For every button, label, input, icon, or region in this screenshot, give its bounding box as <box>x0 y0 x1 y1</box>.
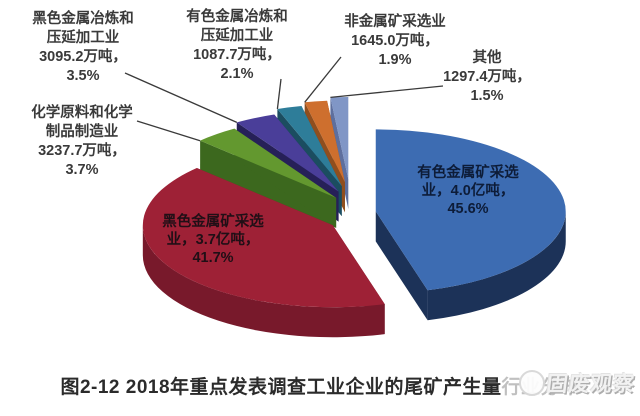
callout-line: 2.1% <box>220 66 254 82</box>
pie-slice-heise-cai-top <box>142 167 385 308</box>
pie-slice-huaxue-side-start <box>200 140 337 228</box>
callout-line: 黑色金属冶炼和 <box>32 11 134 27</box>
slice-label-line: 45.6% <box>447 201 489 217</box>
callout-huaxue: 化学原料和化学 制品制造业 3237.7万吨， 3.7% <box>0 104 167 180</box>
callout-heise-yelian: 黑色金属冶炼和 压延加工业 3095.2万吨， 3.5% <box>0 10 168 86</box>
callout-feijinshu: 非金属矿采选业 1645.0万吨， 1.9% <box>310 13 480 70</box>
slice-label-line: 有色金属矿采选 <box>417 165 519 181</box>
watermark: 固废观察 <box>519 368 637 398</box>
pie-slice-youse-cai-side-front <box>427 211 566 321</box>
callout-line: 3.5% <box>66 68 100 84</box>
slice-label-line: 业，3.7亿吨， <box>166 232 260 248</box>
leader-line-heise-yelian <box>124 72 238 123</box>
leader-line-youse-yelian <box>276 78 282 110</box>
watermark-text: 固废观察 <box>545 373 637 396</box>
callout-line: 3095.2万吨， <box>39 49 127 65</box>
callout-line: 有色金属冶炼和 <box>186 9 288 25</box>
callout-line: 压延加工业 <box>46 30 120 46</box>
callout-line: 非金属矿采选业 <box>344 14 446 30</box>
callout-line: 其他 <box>472 50 502 66</box>
slice-label-line: 41.7% <box>192 250 234 266</box>
slice-label-heise-kuang: 黑色金属矿采选 业，3.7亿吨， 41.7% <box>123 213 303 267</box>
pie-slice-youse-cai-top <box>375 129 566 291</box>
figure-caption-text: 图2-12 2018年重点发表调查工业企业的尾矿产生量 <box>60 377 502 398</box>
callout-qita: 其他 1297.4万吨， 1.5% <box>402 49 572 106</box>
pie-slice-youse-cai-side-end <box>375 211 428 321</box>
callout-line: 1297.4万吨， <box>443 69 531 85</box>
pie-slice-feijinshu-top <box>304 100 345 183</box>
pie-slice-youse-yelian-top <box>277 106 342 187</box>
leader-line-feijinshu <box>304 56 342 103</box>
callout-line: 1645.0万吨， <box>351 33 439 49</box>
pie-slice-heise-cai-side-front <box>142 225 385 338</box>
slice-label-line: 业，4.0亿吨， <box>421 183 515 199</box>
callout-line: 化学原料和化学 <box>31 105 133 121</box>
callout-line: 压延加工业 <box>200 28 274 44</box>
pie-slice-qita-top <box>330 97 349 180</box>
callout-line: 1.5% <box>470 88 504 104</box>
slice-label-youse-kuang: 有色金属矿采选 业，4.0亿吨， 45.6% <box>378 164 558 218</box>
pie-slice-heise-yelian-top <box>236 114 339 192</box>
leader-line-huaxue <box>136 120 201 142</box>
callout-line: 3237.7万吨， <box>38 143 126 159</box>
slice-label-line: 黑色金属矿采选 <box>162 214 264 230</box>
callout-line: 1087.7万吨， <box>193 47 281 63</box>
leader-line-qita <box>330 85 444 99</box>
callout-line: 制品制造业 <box>45 124 119 140</box>
pie-slice-huaxue-top <box>200 128 337 198</box>
callout-line: 3.7% <box>65 162 99 178</box>
callout-line: 1.9% <box>378 52 412 68</box>
watermark-logo-icon <box>519 370 545 396</box>
callout-youse-yelian: 有色金属冶炼和 压延加工业 1087.7万吨， 2.1% <box>152 8 322 84</box>
